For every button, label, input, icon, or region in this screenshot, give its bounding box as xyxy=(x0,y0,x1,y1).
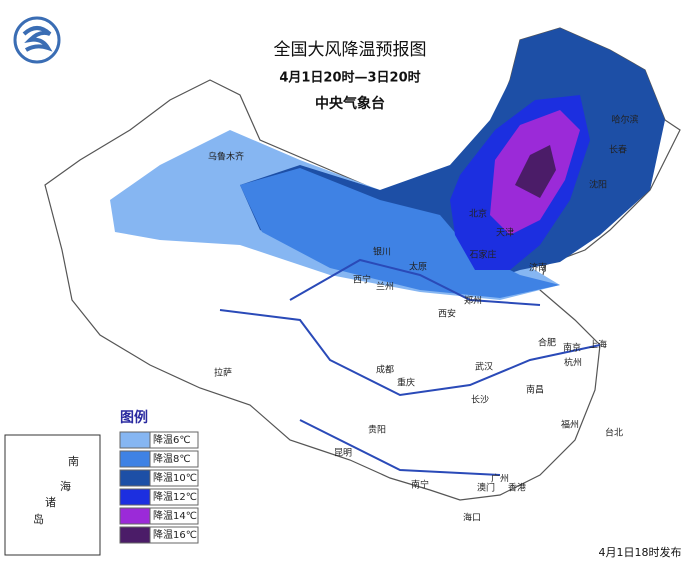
city-label: 石家庄 xyxy=(469,249,496,261)
inset-label: 海 xyxy=(60,479,71,493)
legend-box xyxy=(149,488,199,506)
city-label: 南昌 xyxy=(526,384,544,396)
cooling-band xyxy=(515,145,556,198)
city-label: 香港 xyxy=(508,482,526,494)
city-label: 北京 xyxy=(469,208,487,220)
legend-box xyxy=(149,507,199,525)
inset-label: 南 xyxy=(68,455,79,468)
legend-label: 降温14℃ xyxy=(153,509,197,522)
city-label: 成都 xyxy=(376,364,394,376)
city-label: 昆明 xyxy=(334,448,352,459)
legend-swatch xyxy=(119,469,151,487)
city-label: 海口 xyxy=(463,512,481,524)
agency: 中央气象台 xyxy=(315,95,385,112)
city-label: 长沙 xyxy=(471,394,489,406)
city-label: 哈尔滨 xyxy=(611,114,638,126)
legend-title: 图例 xyxy=(120,409,148,426)
city-label: 乌鲁木齐 xyxy=(208,151,244,163)
city-label: 长春 xyxy=(609,144,627,156)
legend-swatch xyxy=(119,450,151,468)
city-label: 上海 xyxy=(589,339,607,351)
legend-box xyxy=(149,450,199,468)
inset-label: 岛 xyxy=(33,512,44,526)
city-label: 重庆 xyxy=(397,377,415,389)
city-label: 郑州 xyxy=(464,295,482,307)
legend-label: 降温12℃ xyxy=(153,490,197,503)
city-label: 南京 xyxy=(563,342,581,354)
period: 4月1日20时—3日20时 xyxy=(279,70,420,86)
city-label: 台北 xyxy=(605,427,623,439)
legend-label: 降温16℃ xyxy=(153,528,197,541)
city-label: 合肥 xyxy=(538,337,556,349)
legend-box xyxy=(149,431,199,449)
city-label: 福州 xyxy=(561,419,579,431)
rivers xyxy=(219,258,601,476)
legend-label: 降温10℃ xyxy=(153,471,197,484)
inset-frame xyxy=(4,434,101,556)
legend-label: 降温6℃ xyxy=(153,433,191,446)
city-label: 银川 xyxy=(373,246,391,258)
legend-swatch xyxy=(119,488,151,506)
city-label: 沈阳 xyxy=(589,179,607,191)
city-label: 贵阳 xyxy=(368,424,386,436)
title: 全国大风降温预报图 xyxy=(274,40,427,60)
city-label: 西安 xyxy=(438,308,456,320)
legend-swatch xyxy=(119,431,151,449)
city-label: 澳门 xyxy=(477,482,495,494)
logo xyxy=(13,16,61,64)
city-label: 南宁 xyxy=(411,479,429,491)
city-label: 杭州 xyxy=(564,357,582,369)
footer: 4月1日18时发布 xyxy=(599,545,682,559)
city-label: 兰州 xyxy=(376,281,394,293)
legend-box xyxy=(149,526,199,544)
city-label: 西宁 xyxy=(353,274,371,286)
inset-label: 诸 xyxy=(45,496,56,509)
city-label: 太原 xyxy=(409,261,427,273)
city-label: 济南 xyxy=(529,262,547,274)
legend-swatch xyxy=(119,507,151,525)
city-label: 拉萨 xyxy=(214,367,232,379)
legend-swatch xyxy=(119,526,151,544)
city-label: 广州 xyxy=(491,473,509,485)
city-label: 天津 xyxy=(496,228,514,239)
legend-box xyxy=(149,469,199,487)
legend-label: 降温8℃ xyxy=(153,452,191,465)
city-label: 武汉 xyxy=(475,361,493,373)
